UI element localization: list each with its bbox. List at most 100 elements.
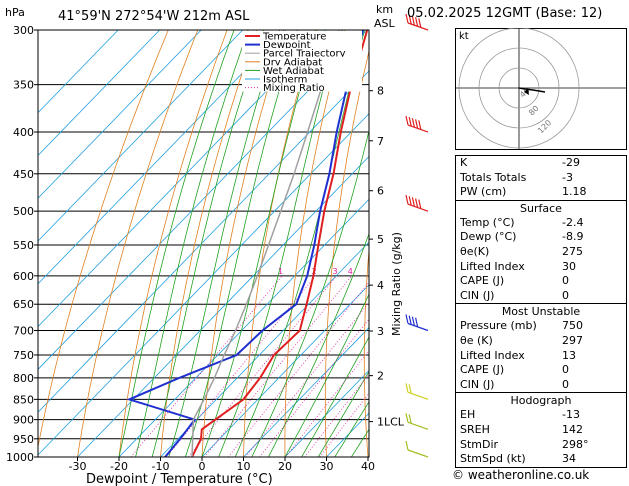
temperature-tick-label: 0 [199,460,206,473]
index-row: PW (cm) 1.18 [456,185,626,200]
temperature-tick-label: -10 [152,460,170,473]
wet-adiabat [284,293,369,457]
pressure-tick-label: 650 [13,298,34,311]
surface-value: 30 [562,259,576,273]
hodograph-ring [498,67,540,109]
surface-label: Dewp (°C) [460,230,517,244]
isotherm [38,113,369,456]
index-label: PW (cm) [460,185,507,199]
mixing-ratio-label: 3 [332,267,337,276]
isotherm [38,30,285,285]
wet-adiabat [201,30,318,457]
hodograph-label: StmSpd (kt) [460,452,526,466]
surface-row: Temp (°C) -2.4 [456,216,626,231]
mixing-ratio-label: 20 [442,267,452,276]
most-unstable-row: Pressure (mb) 750 [456,319,626,334]
wet-adiabat [118,30,235,457]
dry-adiabat [284,30,346,457]
temperature-tick-label: 20 [278,460,292,473]
indices-table: K -29 Totals Totals -3 PW (cm) 1.18 [456,156,626,200]
most-unstable-label: CIN (J) [460,377,495,391]
pressure-tick-label: 500 [13,205,34,218]
asl-unit: ASL [374,17,396,30]
mixing-ratio-line [304,373,369,457]
dry-adiabat [160,30,257,457]
pressure-tick-label: 550 [13,239,34,252]
wet-adiabat [168,30,281,457]
most-unstable-title: Most Unstable [501,305,581,319]
index-value: 1.18 [562,185,587,199]
index-value: -29 [562,156,580,169]
most-unstable-value: 750 [562,319,583,333]
surface-label: θe(K) [460,244,490,258]
hodograph-value: 34 [562,452,576,466]
most-unstable-row: CIN (J) 0 [456,378,626,393]
indices-panel: K -29 Totals Totals -3 PW (cm) 1.18 Surface T… [455,155,627,468]
most-unstable-section: Most Unstable Pressure (mb) 750 θe (K) 297 L… [456,303,626,392]
pressure-tick-label: 700 [13,325,34,338]
wind-barb [405,13,429,31]
isotherm [284,369,369,457]
index-label: K [460,156,468,169]
hodograph-value: 142 [562,422,583,436]
parcel-trajectory-line [191,30,344,457]
surface-value: -2.4 [562,215,584,229]
isotherm [201,284,369,457]
surface-value: -8.9 [562,230,584,244]
hodograph-value: 298° [562,437,589,451]
legend-bg [242,56,362,66]
legend-entry: Dewpoint [263,40,311,51]
wet-adiabat [135,30,249,457]
isotherm [38,30,243,242]
dry-adiabat [118,30,228,457]
dry-adiabat [38,30,169,449]
isotherm [77,155,369,457]
pressure-unit: hPa [5,6,25,19]
dewpoint-line [126,30,364,457]
dry-adiabat [77,30,199,457]
height-tick-label: 4 [377,279,384,292]
surface-label: Lifted Index [460,259,525,273]
isotherm [38,30,326,328]
mixing-ratio-label: 6 [370,267,375,276]
wind-barb [405,195,429,212]
pressure-tick-label: 950 [13,433,34,446]
height-tick-label: 8 [377,85,384,98]
mixing-ratio-axis-label: Mixing Ratio (g/kg) [390,232,403,336]
most-unstable-label: θe (K) [460,333,493,347]
wet-adiabat [317,370,369,457]
surface-value: 275 [562,244,583,258]
dry-adiabat [363,244,369,457]
height-tick-label: 7 [377,135,384,148]
most-unstable-label: Pressure (mb) [460,319,537,333]
wind-barb [405,115,429,133]
pressure-tick-label: 850 [13,393,34,406]
surface-row: Dewp (°C) -8.9 [456,230,626,245]
index-row: Totals Totals -3 [456,171,626,186]
hodograph-row: EH -13 [456,408,626,423]
surface-value: 0 [562,274,569,288]
hodograph-frame [455,28,627,150]
mixing-ratio-label: 15 [424,267,434,276]
hodograph-title: Hodograph [510,394,572,408]
height-tick-label: 2 [377,370,384,383]
pressure-tick-label: 450 [13,168,34,181]
wet-adiabat [185,30,298,457]
legend-bg [242,31,362,40]
temperature-tick-label: 30 [320,460,334,473]
index-row: K -29 [456,156,626,171]
temperature-tick-label: -30 [69,460,87,473]
temperature-tick-label: 40 [361,460,375,473]
wind-barb [405,440,429,458]
wet-adiabat [218,30,340,457]
hodograph-ring [458,28,580,149]
dry-adiabat [201,30,287,457]
pressure-tick-label: 350 [13,79,34,92]
surface-row: CAPE (J) 0 [456,274,626,289]
mixing-ratio-line [130,275,283,457]
legend-entry: Parcel Trajectory [263,49,346,60]
legend-entry: Wet Adiabat [263,66,324,77]
km-unit: km [376,3,393,16]
wet-adiabat [301,336,369,457]
pressure-tick-label: 400 [13,126,34,139]
